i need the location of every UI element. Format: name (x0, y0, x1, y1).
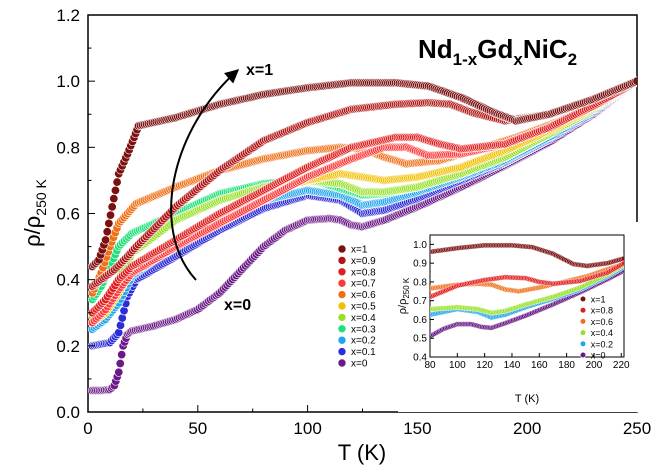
inset-legend-marker (579, 329, 587, 336)
chart-title: Nd1-xGdxNiC2 (418, 34, 577, 69)
inset-x-tick-label: 200 (586, 360, 603, 371)
inset-x-tick-label: 220 (613, 360, 630, 371)
main-legend-label: x=0.7 (351, 279, 376, 290)
inset-x-tick-label: 160 (531, 360, 548, 371)
inset-legend-label: x=0.6 (591, 317, 613, 327)
main-legend-marker (337, 290, 347, 299)
inset-legend-label: x=0 (591, 351, 606, 361)
y-axis-label: ρ/ρ250 K (20, 178, 49, 246)
inset-y-tick-label: 0.6 (413, 315, 427, 326)
inset-legend-marker (579, 351, 587, 359)
main-y-tick-label: 1.2 (56, 6, 80, 25)
main-legend-label: x=0 (351, 359, 368, 370)
inset-y-tick-label: 0.9 (413, 259, 427, 270)
main-series-x-0 (88, 76, 637, 395)
main-x-tick-label: 0 (83, 419, 92, 438)
inset-y-tick-label: 1.0 (413, 240, 427, 251)
main-data-point (117, 350, 127, 360)
main-legend-marker (337, 278, 347, 288)
main-x-tick-label: 200 (513, 419, 541, 438)
inset-legend-label: x=0.4 (591, 328, 613, 338)
inset-x-tick-label: 100 (449, 360, 466, 371)
main-data-point (102, 227, 112, 237)
inset-x-axis-label: T (K) (515, 393, 539, 405)
main-x-tick-label: 100 (293, 419, 321, 438)
main-legend-label: x=0.5 (351, 302, 376, 313)
main-data-point (109, 194, 119, 204)
main-data-point (114, 367, 124, 377)
main-legend-marker (337, 324, 347, 334)
main-legend-label: x=0.6 (351, 290, 376, 301)
main-legend-marker (337, 313, 347, 322)
annotation-x1: x=1 (246, 62, 273, 79)
inset-legend-marker (579, 295, 587, 303)
main-legend-marker (337, 267, 347, 277)
inset-y-tick-label: 0.8 (413, 277, 427, 288)
main-x-tick-label: 150 (403, 419, 431, 438)
main-x-tick-label: 250 (623, 419, 651, 438)
inset-legend-marker (579, 318, 587, 325)
inset-y-tick-label: 0.5 (413, 334, 427, 345)
inset-legend-marker (579, 340, 587, 347)
inset-legend-marker (579, 307, 587, 314)
inset-y-tick-label: 0.4 (413, 353, 427, 364)
inset-x-tick-label: 140 (504, 360, 521, 371)
main-legend-label: x=0.2 (351, 336, 376, 347)
main-legend-marker (337, 335, 347, 345)
main-data-point (632, 76, 637, 86)
main-x-tick-label: 50 (188, 419, 207, 438)
annotation-x0: x=0 (224, 297, 251, 314)
main-legend-marker (337, 244, 347, 254)
x-axis-label: T (K) (338, 440, 386, 465)
main-y-tick-label: 0.6 (56, 205, 80, 224)
main-legend-label: x=1 (351, 245, 368, 256)
main-legend-marker (337, 301, 347, 311)
main-series-group (88, 76, 637, 395)
main-legend-marker (337, 347, 347, 356)
inset-y-tick-label: 0.7 (413, 296, 427, 307)
inset-x-tick-label: 180 (558, 360, 575, 371)
inset-legend-label: x=0.8 (591, 306, 613, 316)
main-y-tick-label: 0.2 (56, 337, 80, 356)
main-data-point (112, 177, 122, 187)
main-data-point (115, 358, 125, 368)
main-legend-marker (337, 256, 347, 265)
main-legend-label: x=0.8 (351, 267, 376, 278)
main-legend-label: x=0.9 (351, 256, 376, 267)
main-data-point (110, 185, 120, 195)
main-legend: x=1x=0.9x=0.8x=0.7x=0.6x=0.5x=0.4x=0.3x=… (337, 244, 376, 370)
main-y-tick-label: 1.0 (56, 72, 80, 91)
main-legend-marker (337, 358, 347, 368)
main-legend-label: x=0.1 (351, 347, 376, 358)
main-legend-label: x=0.4 (351, 313, 376, 324)
inset-x-tick-label: 120 (476, 360, 493, 371)
main-y-tick-label: 0.8 (56, 138, 80, 157)
main-data-point (107, 202, 117, 212)
main-data-point (104, 218, 114, 228)
main-legend-label: x=0.3 (351, 324, 376, 335)
inset-legend-label: x=0.2 (591, 339, 613, 349)
inset-legend-label: x=1 (591, 295, 606, 305)
main-y-tick-label: 0.4 (56, 271, 80, 290)
main-y-tick-label: 0.0 (56, 403, 80, 422)
main-data-point (101, 235, 111, 245)
main-data-point (106, 210, 116, 220)
